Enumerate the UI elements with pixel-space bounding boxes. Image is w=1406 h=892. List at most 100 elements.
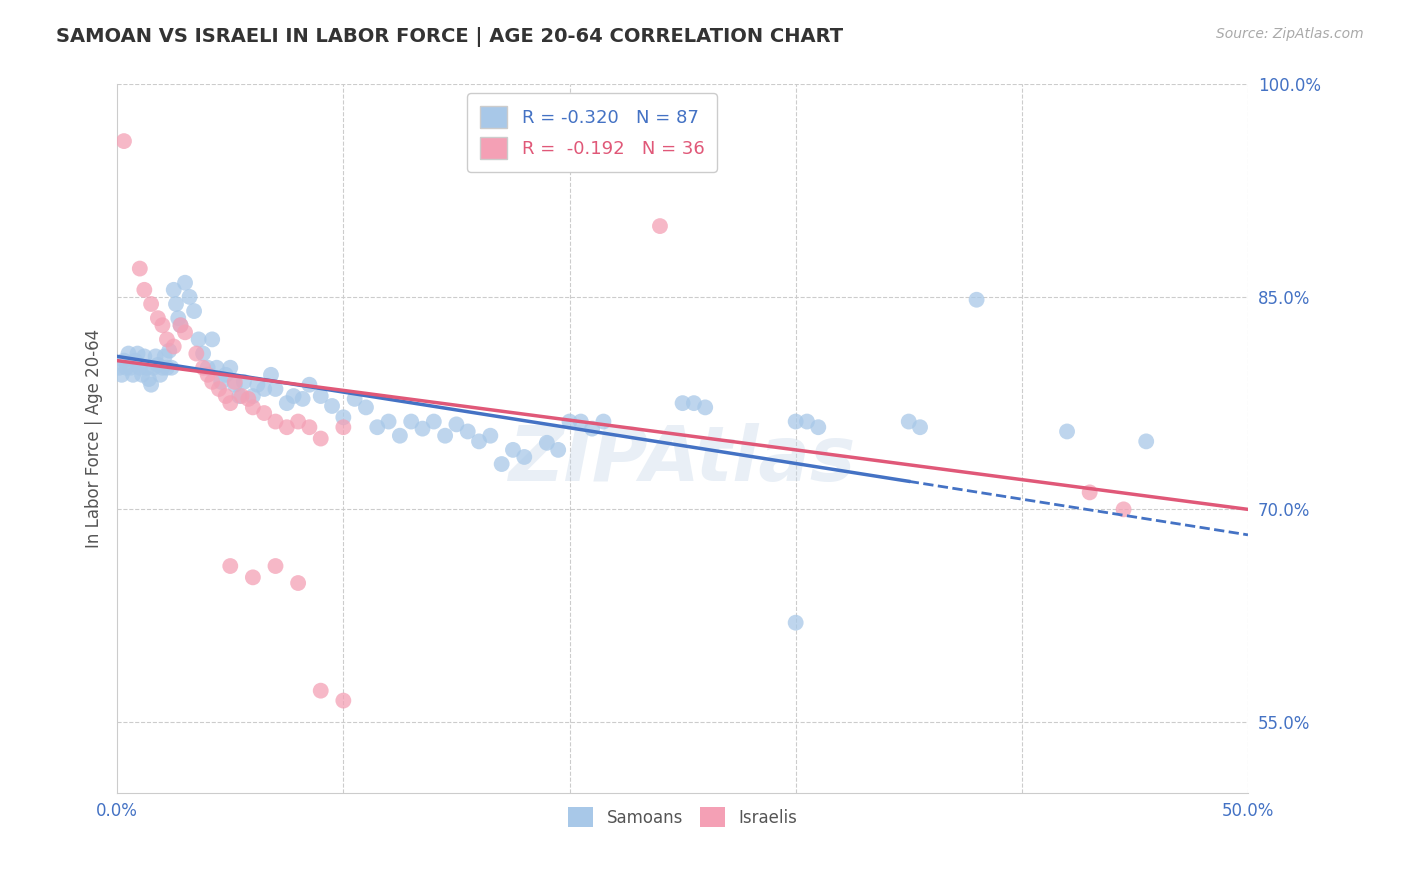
Point [165, 297, 187, 311]
Point [231, 389, 253, 403]
Point [908, 420, 931, 434]
Point [205, 360, 228, 375]
Point [128, 261, 150, 276]
Point [298, 420, 321, 434]
Point [547, 442, 569, 457]
Point [160, 360, 183, 375]
Point [1078, 485, 1101, 500]
Point [174, 276, 197, 290]
Point [135, 360, 157, 375]
Point [287, 576, 309, 591]
Point [152, 318, 174, 333]
Text: SAMOAN VS ISRAELI IN LABOR FORCE | AGE 20-64 CORRELATION CHART: SAMOAN VS ISRAELI IN LABOR FORCE | AGE 2… [56, 27, 844, 46]
Point [479, 428, 502, 442]
Point [513, 450, 536, 464]
Point [260, 368, 283, 382]
Point [163, 283, 186, 297]
Point [468, 434, 491, 449]
Point [309, 683, 332, 698]
Point [683, 396, 706, 410]
Point [128, 360, 150, 375]
Point [366, 420, 388, 434]
Point [354, 401, 377, 415]
Point [191, 346, 214, 360]
Point [152, 360, 174, 375]
Point [167, 311, 190, 326]
Point [309, 432, 332, 446]
Point [127, 346, 149, 360]
Point [648, 219, 671, 233]
Point [457, 425, 479, 439]
Point [146, 358, 169, 372]
Point [131, 368, 153, 382]
Legend: Samoans, Israelis: Samoans, Israelis [561, 800, 804, 834]
Point [156, 360, 179, 375]
Point [209, 375, 232, 389]
Point [163, 339, 186, 353]
Point [291, 392, 314, 406]
Point [966, 293, 988, 307]
Point [215, 368, 238, 382]
Point [1135, 434, 1157, 449]
Point [153, 350, 176, 364]
Point [253, 406, 276, 420]
Point [145, 350, 167, 364]
Point [377, 415, 399, 429]
Point [264, 415, 287, 429]
Point [208, 382, 231, 396]
Point [388, 428, 411, 442]
Point [592, 415, 614, 429]
Point [253, 382, 276, 396]
Point [201, 332, 224, 346]
Point [1056, 425, 1078, 439]
Point [796, 415, 818, 429]
Point [124, 353, 146, 368]
Text: Source: ZipAtlas.com: Source: ZipAtlas.com [1216, 27, 1364, 41]
Point [219, 396, 242, 410]
Point [228, 389, 250, 403]
Point [187, 332, 209, 346]
Point [111, 368, 134, 382]
Point [179, 290, 201, 304]
Point [332, 420, 354, 434]
Point [411, 422, 433, 436]
Point [224, 375, 246, 389]
Point [332, 410, 354, 425]
Point [112, 353, 135, 368]
Point [219, 360, 242, 375]
Point [242, 401, 264, 415]
Point [321, 399, 343, 413]
Point [224, 377, 246, 392]
Point [112, 134, 135, 148]
Point [134, 283, 156, 297]
Point [215, 389, 238, 403]
Point [558, 415, 581, 429]
Point [139, 377, 162, 392]
Point [502, 442, 524, 457]
Point [115, 360, 138, 375]
Point [276, 396, 298, 410]
Point [156, 332, 179, 346]
Point [785, 415, 807, 429]
Point [197, 360, 219, 375]
Point [186, 346, 208, 360]
Point [671, 396, 693, 410]
Point [174, 326, 197, 340]
Point [142, 360, 165, 375]
Point [232, 375, 254, 389]
Point [332, 693, 354, 707]
Point [117, 346, 139, 360]
Point [108, 360, 131, 375]
Point [139, 297, 162, 311]
Point [897, 415, 920, 429]
Point [246, 377, 269, 392]
Point [276, 420, 298, 434]
Y-axis label: In Labor Force | Age 20-64: In Labor Force | Age 20-64 [86, 329, 103, 548]
Point [423, 415, 446, 429]
Point [695, 401, 717, 415]
Point [197, 368, 219, 382]
Point [138, 372, 160, 386]
Point [169, 318, 191, 333]
Point [283, 389, 305, 403]
Point [134, 350, 156, 364]
